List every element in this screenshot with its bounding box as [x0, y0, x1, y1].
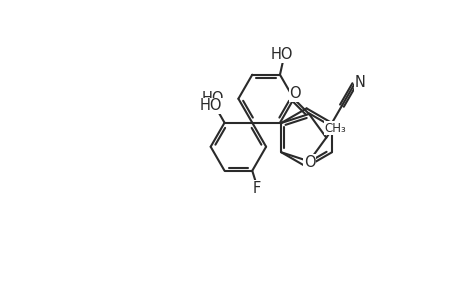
Text: O: O — [289, 86, 301, 101]
Text: HO: HO — [199, 98, 221, 113]
Text: O: O — [303, 154, 315, 169]
Text: CH₃: CH₃ — [324, 122, 346, 135]
Text: N: N — [354, 75, 365, 90]
Text: F: F — [252, 181, 260, 196]
Text: HO: HO — [202, 91, 224, 106]
Text: HO: HO — [270, 47, 292, 62]
